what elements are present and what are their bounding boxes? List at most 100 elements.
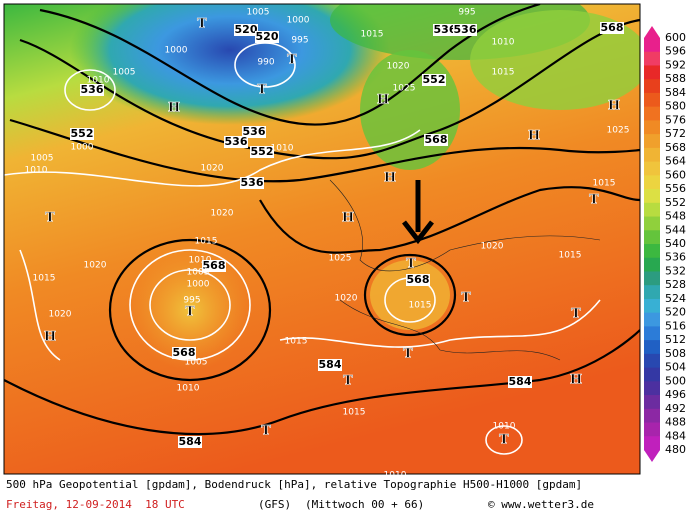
label-box <box>178 436 202 448</box>
colorbar-label: 572 <box>665 127 686 140</box>
colorbar-label: 500 <box>665 374 686 387</box>
colorbar-label: 596 <box>665 45 686 58</box>
colorbar-swatch <box>644 422 660 437</box>
colorbar-swatch <box>644 340 660 355</box>
isobar-label: 1020 <box>335 294 358 304</box>
colorbar-swatch <box>644 381 660 396</box>
label-box <box>224 136 248 148</box>
colorbar-swatch <box>644 326 660 341</box>
colorbar-label: 568 <box>665 141 686 154</box>
geopotential-label: 552 <box>423 73 446 86</box>
colorbar-label: 592 <box>665 58 686 71</box>
colorbar-bottom <box>644 450 660 462</box>
colorbar-swatch <box>644 257 660 272</box>
pressure-center: T <box>571 307 581 322</box>
isobar-label: 1005 <box>185 358 208 368</box>
pressure-center: T <box>287 53 297 68</box>
isobar-label: 1010 <box>189 256 212 266</box>
label-box <box>242 126 266 138</box>
isobar-label: 1015 <box>195 237 218 247</box>
pressure-center: H <box>342 211 354 226</box>
label-box <box>250 146 274 158</box>
colorbar-swatch <box>644 353 660 369</box>
colorbar-swatch <box>644 189 660 204</box>
footer-date: Freitag, 12-09-2014 18 UTC <box>6 498 185 511</box>
colorbar-label: 512 <box>665 333 686 346</box>
colorbar-swatch <box>644 106 660 121</box>
colorbar-swatch <box>644 38 660 53</box>
isobar-label: 1005 <box>247 8 270 18</box>
label-box <box>172 347 196 359</box>
pressure-center: H <box>608 99 620 114</box>
isobar-label: 995 <box>291 36 308 46</box>
footer-run: (Mittwoch 00 + 66) <box>305 498 424 511</box>
colorbar-swatch <box>644 244 660 259</box>
colorbar-label: 484 <box>665 429 686 442</box>
pressure-center: T <box>257 83 267 98</box>
geopotential-label: 536 <box>225 135 248 148</box>
colorbar-swatch <box>644 271 660 286</box>
geopotential-label: 584 <box>179 435 202 448</box>
isobar-label: 1020 <box>481 242 504 252</box>
footer-title: 500 hPa Geopotential [gpdam], Bodendruck… <box>6 478 582 491</box>
isobar-label: 1000 <box>187 280 210 290</box>
geopotential-label: 520 <box>256 30 279 43</box>
pressure-center: T <box>499 433 509 448</box>
pressure-center: T <box>261 424 271 439</box>
geopotential-label: 536 <box>243 125 266 138</box>
isobar-label: 1015 <box>409 301 432 311</box>
arrow <box>402 180 434 245</box>
colorbar-swatch <box>644 92 660 108</box>
pressure-center: H <box>377 93 389 108</box>
pressure-center: T <box>185 305 195 320</box>
isobar-label: 995 <box>458 8 475 18</box>
label-box <box>255 31 279 43</box>
colorbar-label: 532 <box>665 264 686 277</box>
colorbar-swatch <box>644 120 660 135</box>
pressure-center: T <box>45 211 55 226</box>
isobar-label: 1010 <box>87 76 110 86</box>
pressure-center: H <box>44 330 56 345</box>
isobar-label: 1015 <box>559 251 582 261</box>
colorbar-label: 488 <box>665 416 686 429</box>
colorbar-label: 536 <box>665 251 686 264</box>
geopotential-label: 568 <box>203 259 226 272</box>
isobar-label: 990 <box>257 58 274 68</box>
colorbar-label: 564 <box>665 155 686 168</box>
geopotential-label: 584 <box>319 358 342 371</box>
isobar-label: 1015 <box>361 30 384 40</box>
colorbar-swatch <box>644 285 660 300</box>
colorbar-swatch <box>644 147 660 163</box>
isobar-label: 1025 <box>607 126 630 136</box>
pressure-center: T <box>403 347 413 362</box>
isobar-label: 1010 <box>493 422 516 432</box>
colorbar-swatch <box>644 436 660 451</box>
isobar-label: 1005 <box>113 68 136 78</box>
label-box <box>508 376 532 388</box>
geopotential-label: 552 <box>251 145 274 158</box>
colorbar-label: 600 <box>665 31 686 44</box>
label-box <box>318 359 342 371</box>
isobar-label: 1015 <box>593 179 616 189</box>
pressure-center: T <box>197 17 207 32</box>
pressure-center: H <box>528 129 540 144</box>
colorbar-label: 528 <box>665 278 686 291</box>
colorbar-label: 504 <box>665 361 686 374</box>
isobar-label: 1015 <box>343 408 366 418</box>
label-box <box>240 177 264 189</box>
label-box <box>453 24 477 36</box>
colorbar-swatch <box>644 175 660 190</box>
colorbar-swatch <box>644 312 660 327</box>
colorbar-swatch <box>644 65 660 80</box>
geopotential-label: 568 <box>173 346 196 359</box>
pressure-center: H <box>384 171 396 186</box>
geopotential-label: 536 <box>81 83 104 96</box>
colorbar-swatch <box>644 79 660 94</box>
colorbar-swatch <box>644 230 660 245</box>
isobar-label: 1000 <box>71 143 94 153</box>
geopotential-label: 536 <box>241 176 264 189</box>
colorbar-label: 584 <box>665 86 686 99</box>
geopotential-label: 584 <box>509 375 532 388</box>
geopotential-label: 568 <box>425 133 448 146</box>
